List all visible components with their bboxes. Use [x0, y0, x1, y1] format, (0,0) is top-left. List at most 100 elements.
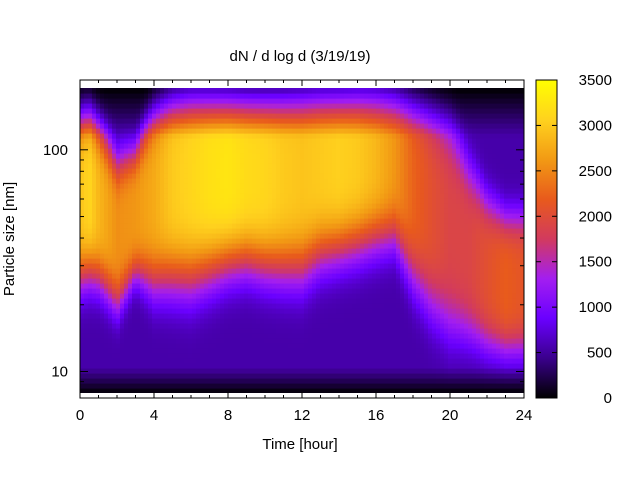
heatmap-cell [224, 113, 229, 119]
heatmap-cell [376, 188, 381, 194]
heatmap-cell [144, 303, 149, 309]
heatmap-cell [128, 188, 133, 194]
heatmap-cell [100, 133, 105, 139]
heatmap-cell [332, 353, 337, 359]
heatmap-cell [156, 378, 161, 384]
heatmap-cell [280, 148, 285, 154]
heatmap-cell [384, 193, 389, 199]
heatmap-cell [312, 383, 317, 389]
heatmap-cell [172, 198, 177, 204]
heatmap-cell [320, 258, 325, 264]
heatmap-cell [284, 368, 289, 374]
heatmap-cell [240, 338, 245, 344]
heatmap-cell [292, 213, 297, 219]
heatmap-cell [152, 283, 157, 289]
heatmap-cell [200, 123, 205, 129]
heatmap-cell [264, 98, 269, 104]
heatmap-cell [308, 348, 313, 354]
heatmap-cell [372, 358, 377, 364]
heatmap-cell [340, 88, 345, 94]
heatmap-cell [172, 203, 177, 209]
heatmap-cell [400, 98, 405, 104]
heatmap-cell [136, 328, 141, 334]
heatmap-cell [276, 308, 281, 314]
heatmap-cell [108, 293, 113, 299]
heatmap-cell [184, 263, 189, 269]
heatmap-cell [400, 113, 405, 119]
heatmap-cell [336, 188, 341, 194]
heatmap-cell [344, 323, 349, 329]
heatmap-cell [192, 223, 197, 229]
heatmap-cell [288, 173, 293, 179]
heatmap-cell [288, 238, 293, 244]
heatmap-cell [240, 278, 245, 284]
heatmap-cell [192, 103, 197, 109]
heatmap-cell [168, 243, 173, 249]
heatmap-cell [156, 188, 161, 194]
heatmap-cell [196, 118, 201, 124]
heatmap-cell [348, 193, 353, 199]
heatmap-cell [148, 198, 153, 204]
heatmap-cell [276, 108, 281, 114]
heatmap-cell [284, 328, 289, 334]
heatmap-cell [148, 103, 153, 109]
heatmap-cell [244, 283, 249, 289]
heatmap-cell [356, 223, 361, 229]
heatmap-cell [372, 163, 377, 169]
heatmap-cell [248, 363, 253, 369]
heatmap-cell [184, 343, 189, 349]
heatmap-cell [120, 178, 125, 184]
heatmap-cell [396, 288, 401, 294]
heatmap-cell [328, 158, 333, 164]
heatmap-cell [284, 183, 289, 189]
heatmap-cell [176, 373, 181, 379]
heatmap-cell [260, 103, 265, 109]
heatmap-cell [104, 253, 109, 259]
heatmap-cell [236, 228, 241, 234]
heatmap-cell [380, 203, 385, 209]
heatmap-cell [168, 253, 173, 259]
heatmap-cell [264, 238, 269, 244]
heatmap-cell [88, 368, 93, 374]
heatmap-cell [292, 148, 297, 154]
heatmap-cell [404, 258, 409, 264]
heatmap-cell [264, 168, 269, 174]
heatmap-cell [156, 183, 161, 189]
heatmap-cell [152, 343, 157, 349]
heatmap-cell [288, 178, 293, 184]
heatmap-cell [92, 223, 97, 229]
heatmap-cell [380, 138, 385, 144]
heatmap-cell [228, 248, 233, 254]
heatmap-cell [292, 243, 297, 249]
heatmap-cell [144, 358, 149, 364]
heatmap-cell [172, 208, 177, 214]
heatmap-cell [208, 193, 213, 199]
heatmap-cell [196, 368, 201, 374]
heatmap-cell [356, 218, 361, 224]
heatmap-cell [380, 213, 385, 219]
heatmap-cell [384, 178, 389, 184]
heatmap-cell [124, 118, 129, 124]
heatmap-cell [380, 103, 385, 109]
heatmap-cell [124, 133, 129, 139]
heatmap-cell [104, 108, 109, 114]
heatmap-cell [244, 228, 249, 234]
heatmap-cell [160, 373, 165, 379]
heatmap-cell [328, 213, 333, 219]
heatmap-cell [300, 168, 305, 174]
heatmap-cell [356, 123, 361, 129]
heatmap-cell [260, 238, 265, 244]
heatmap-cell [364, 88, 369, 94]
heatmap-cell [132, 123, 137, 129]
heatmap-cell [152, 298, 157, 304]
heatmap-cell [244, 383, 249, 389]
heatmap-cell [280, 383, 285, 389]
heatmap-cell [276, 283, 281, 289]
heatmap-cell [388, 148, 393, 154]
heatmap-cell [272, 178, 277, 184]
heatmap-cell [200, 333, 205, 339]
heatmap-cell [256, 153, 261, 159]
heatmap-cell [88, 313, 93, 319]
heatmap-cell [372, 268, 377, 274]
heatmap-cell [312, 288, 317, 294]
